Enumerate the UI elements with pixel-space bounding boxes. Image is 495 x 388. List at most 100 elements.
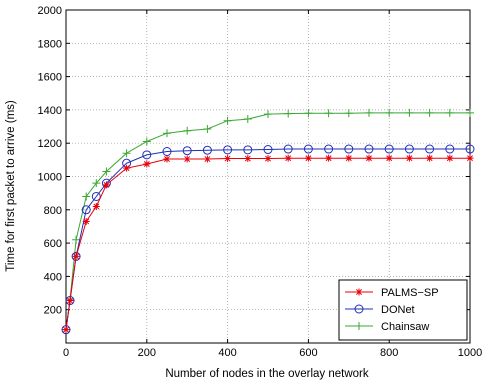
legend-label: Chainsaw	[381, 321, 429, 333]
data-point	[304, 109, 313, 118]
y-tick-label: 1000	[38, 172, 62, 184]
data-point	[183, 155, 191, 163]
data-point	[404, 144, 414, 154]
data-point	[466, 154, 474, 162]
data-point	[405, 154, 413, 162]
data-point	[465, 144, 475, 154]
data-point	[344, 109, 353, 118]
series-line	[65, 148, 470, 330]
data-point	[163, 155, 171, 163]
data-point	[65, 296, 75, 306]
data-point	[72, 252, 80, 260]
data-point	[446, 154, 454, 162]
data-point	[122, 149, 131, 158]
data-point	[203, 155, 211, 163]
data-point	[304, 154, 312, 162]
data-point	[384, 144, 394, 154]
data-point	[325, 154, 333, 162]
data-point	[163, 129, 171, 138]
data-point	[66, 297, 74, 305]
y-tick-label: 400	[44, 271, 62, 283]
data-point	[182, 146, 192, 156]
data-point	[223, 116, 232, 125]
legend-item: Chainsaw	[345, 321, 429, 333]
data-point	[72, 235, 81, 244]
data-point	[92, 202, 100, 210]
data-point	[324, 144, 334, 154]
data-point	[385, 154, 393, 162]
series-donet	[61, 144, 475, 335]
y-tick-label: 1200	[38, 138, 62, 150]
data-point	[466, 108, 474, 117]
legend-marker	[355, 288, 363, 296]
data-point	[183, 126, 192, 135]
data-point	[425, 108, 434, 117]
x-axis-label: Number of nodes in the overlay network	[165, 368, 369, 380]
y-tick-label: 600	[44, 238, 62, 250]
data-point	[71, 251, 81, 261]
legend-item: PALMS−SP	[345, 287, 439, 299]
data-point	[123, 164, 131, 172]
data-point	[61, 325, 71, 335]
data-point	[243, 145, 253, 155]
data-point	[303, 144, 313, 154]
data-point	[284, 154, 292, 162]
y-tick-label: 1600	[38, 72, 62, 84]
y-tick-label: 1800	[38, 38, 62, 50]
data-point	[102, 167, 111, 176]
data-point	[142, 137, 151, 146]
data-point	[405, 108, 414, 117]
data-point	[264, 110, 272, 119]
data-point	[263, 145, 273, 155]
x-tick-label: 600	[299, 347, 317, 359]
data-point	[283, 144, 293, 154]
data-point	[324, 109, 333, 118]
data-point	[223, 145, 233, 155]
y-tick-label: 800	[44, 205, 62, 217]
data-point	[243, 115, 252, 124]
data-point	[244, 155, 252, 163]
data-point	[62, 326, 70, 334]
data-point	[345, 154, 353, 162]
data-point	[81, 205, 91, 215]
data-point	[264, 155, 272, 163]
data-point	[364, 144, 374, 154]
legend-marker	[355, 322, 363, 330]
data-point	[142, 150, 152, 160]
data-point	[365, 108, 373, 117]
y-tick-label: 200	[44, 305, 62, 317]
legend-label: DONet	[381, 304, 415, 316]
data-point	[92, 179, 101, 188]
data-point	[365, 154, 373, 162]
y-tick-label: 1400	[38, 105, 62, 117]
data-point	[425, 144, 435, 154]
data-point	[445, 108, 454, 117]
data-point	[344, 144, 354, 154]
legend: PALMS−SP DONet Chainsaw	[338, 279, 468, 341]
data-point	[224, 155, 232, 163]
y-tick-label: 2000	[38, 5, 62, 17]
x-tick-label: 800	[380, 347, 398, 359]
data-point	[385, 108, 394, 117]
data-point	[426, 154, 434, 162]
data-point	[143, 160, 151, 168]
data-point	[445, 144, 455, 154]
x-tick-label: 400	[218, 347, 236, 359]
legend-marker	[354, 304, 364, 314]
series-palms-sp	[62, 154, 474, 334]
data-point	[102, 181, 110, 189]
data-point	[202, 145, 212, 155]
y-axis-label: Time for first packet to arrive (ms)	[5, 100, 17, 272]
data-point	[284, 109, 293, 118]
data-point	[82, 192, 91, 201]
x-tick-label: 0	[63, 347, 69, 359]
legend-label: PALMS−SP	[381, 287, 439, 299]
x-tick-label: 200	[138, 347, 156, 359]
legend-item: DONet	[345, 304, 415, 316]
x-tick-label: 1000	[458, 347, 482, 359]
data-point	[91, 191, 101, 201]
data-point	[82, 217, 90, 225]
data-point	[203, 125, 212, 134]
